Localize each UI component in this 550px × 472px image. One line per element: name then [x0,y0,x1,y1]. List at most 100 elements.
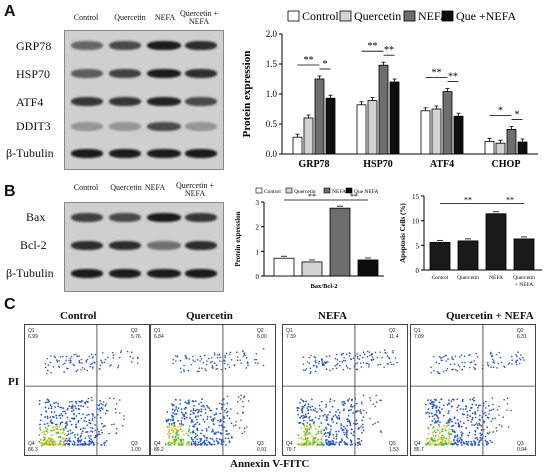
flow-event [62,407,65,410]
flow-event [468,354,471,356]
flow-event [165,420,168,423]
blot-row-bax [65,210,223,224]
flow-event [93,416,96,419]
flow-event [214,354,216,356]
flow-event [79,440,82,443]
flow-event [196,429,199,432]
legend-swatch [285,187,293,194]
flow-event [434,431,437,434]
flow-event [192,355,194,358]
flow-event [104,404,107,407]
flow-event [474,433,477,436]
flow-event [79,428,82,431]
flow-event [88,422,91,424]
flow-event [224,356,227,359]
flow-event [328,355,331,357]
flow-event [434,422,436,424]
flow-event [213,432,216,435]
bar [325,97,336,155]
flow-event [452,358,454,361]
flow-event [350,443,353,446]
bar [273,257,295,277]
flow-event [448,419,451,422]
flow-event [74,400,77,403]
flow-event [99,409,102,412]
flow-event [242,400,244,403]
flow-event [190,419,193,422]
flow-event [199,360,201,362]
flow-event [374,405,376,408]
flow-event [203,439,206,442]
flow-event [166,425,169,428]
flow-event [436,438,439,441]
flow-event [171,419,174,422]
flow-event [299,401,301,404]
flow-event [337,430,340,433]
western-blot-b [64,202,224,292]
flow-event [492,366,495,369]
flow-event [42,439,45,441]
flow-event [346,418,348,421]
flow-event [262,364,265,367]
flow-event [354,422,357,425]
flow-event [500,361,503,364]
flow-event [358,358,361,360]
flow-event [335,437,338,440]
flow-event [98,433,101,436]
flow-event [180,411,183,414]
flow-event [311,405,314,408]
flow-event [456,434,459,437]
flow-event [169,418,172,421]
flow-event [199,355,202,358]
flow-event [318,441,321,443]
x-tick-label: CHOP [492,159,521,170]
flow-event [441,428,444,431]
flow-event [67,433,70,436]
flow-event [205,429,208,432]
flow-event [90,353,93,356]
flow-event [438,431,441,434]
flow-event [199,432,202,435]
flow-event [356,362,359,364]
flow-event [508,362,511,364]
flow-event [177,436,180,439]
flow-event [297,407,300,410]
flow-event [473,366,475,369]
flow-event [433,414,436,416]
flow-event [451,368,453,371]
flow-event [335,435,338,438]
flow-event [326,417,329,419]
flow-event [302,363,305,366]
flow-event [336,417,339,420]
flow-event [445,437,448,440]
flow-event [200,410,202,413]
bar [442,91,453,155]
flow-event [306,437,309,440]
flow-event [70,423,73,426]
flow-event [38,433,41,436]
flow-event [228,440,231,443]
flow-event [483,420,485,423]
flow-event [360,412,363,415]
flow-event [90,430,92,433]
flow-event [343,402,346,404]
flow-event [335,410,337,413]
flow-event [340,427,342,429]
flow-event [320,429,323,431]
flow-event [215,437,218,440]
bar [495,142,506,155]
flow-event [199,437,201,440]
flow-event [90,363,92,366]
flow-event [242,411,244,413]
flow-event [243,353,245,355]
flow-event [183,408,186,410]
flow-event [52,444,55,446]
flow-event [45,430,48,433]
flow-event [40,441,42,444]
flow-event [88,437,91,439]
flow-event [180,424,183,427]
flow-event [439,357,442,359]
flow-event [219,431,222,434]
bar [389,81,400,155]
flow-event [46,431,49,434]
